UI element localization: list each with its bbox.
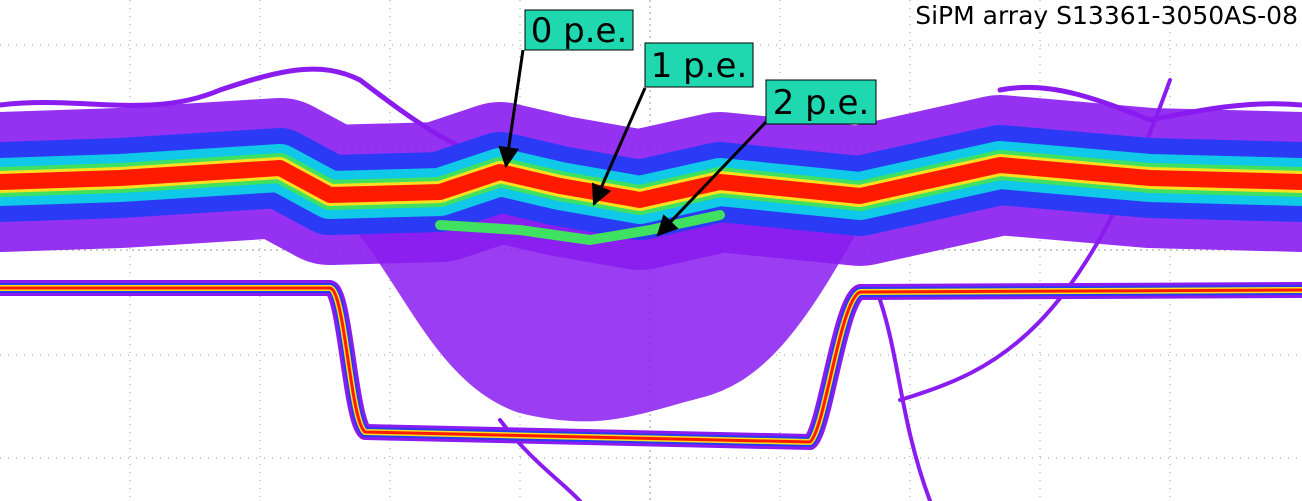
annotation: 0 p.e.	[524, 9, 634, 51]
label-box	[765, 79, 877, 125]
arrows	[498, 49, 768, 237]
label-box	[644, 42, 754, 88]
annotation-label: 2 p.e.	[773, 83, 870, 123]
annotation: 2 p.e.	[765, 79, 877, 125]
label-box	[524, 9, 634, 51]
annotation: 1 p.e.	[644, 42, 754, 88]
title: SiPM array S13361-3050AS-08	[915, 1, 1298, 30]
annotation-label: 1 p.e.	[651, 46, 748, 86]
traces	[0, 66, 1302, 501]
annotation-label: 0 p.e.	[531, 11, 628, 51]
